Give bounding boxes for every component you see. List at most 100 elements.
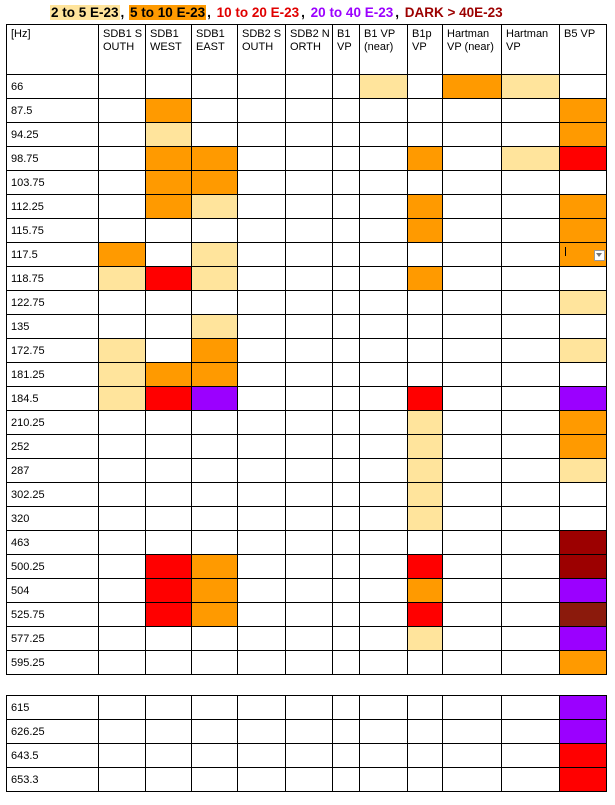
data-cell-sdb2-south[interactable] xyxy=(237,410,286,435)
chevron-down-icon[interactable] xyxy=(594,249,605,261)
data-cell-sdb1-east[interactable] xyxy=(191,530,238,555)
data-cell-sdb1-south[interactable] xyxy=(98,98,146,123)
data-cell-sdb2-north[interactable] xyxy=(285,98,333,123)
data-cell-b1p-vp[interactable] xyxy=(407,122,443,147)
data-cell-b1-vp-near[interactable] xyxy=(359,194,408,219)
data-cell-sdb2-north[interactable] xyxy=(285,434,333,459)
data-cell-sdb1-west[interactable] xyxy=(145,695,192,720)
data-cell-sdb1-south[interactable] xyxy=(98,554,146,579)
data-cell-sdb2-north[interactable] xyxy=(285,242,333,267)
data-cell-b1p-vp[interactable] xyxy=(407,242,443,267)
data-cell-b1p-vp[interactable] xyxy=(407,743,443,768)
data-cell-sdb1-east[interactable] xyxy=(191,146,238,171)
data-cell-sdb2-north[interactable] xyxy=(285,338,333,363)
data-cell-b1p-vp[interactable] xyxy=(407,458,443,483)
data-cell-sdb2-north[interactable] xyxy=(285,743,333,768)
data-cell-hartman-vp[interactable] xyxy=(501,314,560,339)
data-cell-sdb1-east[interactable] xyxy=(191,170,238,195)
data-cell-sdb1-south[interactable] xyxy=(98,122,146,147)
data-cell-b1-vp[interactable] xyxy=(332,626,360,651)
data-cell-hartman-vp-near[interactable] xyxy=(442,218,502,243)
data-cell-hartman-vp[interactable] xyxy=(501,530,560,555)
data-cell-sdb1-west[interactable] xyxy=(145,170,192,195)
data-cell-hartman-vp[interactable] xyxy=(501,626,560,651)
data-cell-hartman-vp[interactable] xyxy=(501,695,560,720)
data-cell-sdb1-south[interactable] xyxy=(98,767,146,792)
data-cell-hartman-vp-near[interactable] xyxy=(442,602,502,627)
data-cell-b1-vp-near[interactable] xyxy=(359,482,408,507)
data-cell-sdb1-west[interactable] xyxy=(145,554,192,579)
data-cell-hartman-vp[interactable] xyxy=(501,650,560,675)
data-cell-sdb1-east[interactable] xyxy=(191,266,238,291)
data-cell-sdb1-south[interactable] xyxy=(98,218,146,243)
data-cell-sdb2-south[interactable] xyxy=(237,458,286,483)
data-cell-b1p-vp[interactable] xyxy=(407,506,443,531)
data-cell-sdb2-south[interactable] xyxy=(237,146,286,171)
data-cell-sdb1-west[interactable] xyxy=(145,74,192,99)
data-cell-sdb2-north[interactable] xyxy=(285,719,333,744)
data-cell-sdb2-north[interactable] xyxy=(285,626,333,651)
data-cell-hartman-vp-near[interactable] xyxy=(442,458,502,483)
data-cell-b5-vp[interactable] xyxy=(559,266,607,291)
data-cell-hartman-vp-near[interactable] xyxy=(442,146,502,171)
data-cell-b1-vp-near[interactable] xyxy=(359,743,408,768)
data-cell-b5-vp[interactable] xyxy=(559,146,607,171)
data-cell-sdb1-east[interactable] xyxy=(191,743,238,768)
data-cell-sdb2-south[interactable] xyxy=(237,362,286,387)
data-cell-sdb1-south[interactable] xyxy=(98,242,146,267)
data-cell-hartman-vp-near[interactable] xyxy=(442,362,502,387)
data-cell-sdb1-south[interactable] xyxy=(98,338,146,363)
data-cell-sdb2-south[interactable] xyxy=(237,338,286,363)
data-cell-b1p-vp[interactable] xyxy=(407,74,443,99)
data-cell-sdb2-south[interactable] xyxy=(237,530,286,555)
data-cell-b1-vp[interactable] xyxy=(332,242,360,267)
data-cell-b1-vp-near[interactable] xyxy=(359,386,408,411)
data-cell-b1p-vp[interactable] xyxy=(407,386,443,411)
data-cell-sdb1-east[interactable] xyxy=(191,338,238,363)
data-cell-hartman-vp-near[interactable] xyxy=(442,482,502,507)
data-cell-sdb1-east[interactable] xyxy=(191,242,238,267)
data-cell-b1-vp[interactable] xyxy=(332,314,360,339)
data-cell-b5-vp[interactable] xyxy=(559,767,607,792)
data-cell-sdb1-south[interactable] xyxy=(98,146,146,171)
data-cell-sdb1-east[interactable] xyxy=(191,554,238,579)
data-cell-hartman-vp[interactable] xyxy=(501,242,560,267)
data-cell-sdb1-south[interactable] xyxy=(98,530,146,555)
data-cell-sdb2-south[interactable] xyxy=(237,74,286,99)
data-cell-b5-vp[interactable] xyxy=(559,434,607,459)
data-cell-b5-vp[interactable] xyxy=(559,242,607,267)
data-cell-hartman-vp[interactable] xyxy=(501,266,560,291)
data-cell-b1-vp[interactable] xyxy=(332,695,360,720)
data-cell-b1-vp[interactable] xyxy=(332,743,360,768)
data-cell-b1-vp-near[interactable] xyxy=(359,74,408,99)
data-cell-sdb1-east[interactable] xyxy=(191,482,238,507)
data-cell-hartman-vp[interactable] xyxy=(501,602,560,627)
data-cell-b1p-vp[interactable] xyxy=(407,290,443,315)
data-cell-b1p-vp[interactable] xyxy=(407,194,443,219)
data-cell-b1p-vp[interactable] xyxy=(407,434,443,459)
data-cell-b1-vp[interactable] xyxy=(332,410,360,435)
data-cell-sdb1-east[interactable] xyxy=(191,122,238,147)
data-cell-sdb2-south[interactable] xyxy=(237,242,286,267)
data-cell-b5-vp[interactable] xyxy=(559,458,607,483)
data-cell-sdb1-east[interactable] xyxy=(191,434,238,459)
data-cell-b5-vp[interactable] xyxy=(559,602,607,627)
data-cell-sdb2-north[interactable] xyxy=(285,218,333,243)
data-cell-sdb2-north[interactable] xyxy=(285,578,333,603)
data-cell-sdb2-north[interactable] xyxy=(285,506,333,531)
data-cell-sdb1-west[interactable] xyxy=(145,743,192,768)
data-cell-sdb1-south[interactable] xyxy=(98,434,146,459)
data-cell-sdb1-east[interactable] xyxy=(191,362,238,387)
data-cell-sdb1-south[interactable] xyxy=(98,170,146,195)
data-cell-sdb1-east[interactable] xyxy=(191,386,238,411)
data-cell-b1-vp[interactable] xyxy=(332,194,360,219)
data-cell-hartman-vp[interactable] xyxy=(501,386,560,411)
data-cell-sdb1-east[interactable] xyxy=(191,74,238,99)
data-cell-sdb1-west[interactable] xyxy=(145,650,192,675)
data-cell-b5-vp[interactable] xyxy=(559,482,607,507)
data-cell-b1-vp-near[interactable] xyxy=(359,98,408,123)
data-cell-b1p-vp[interactable] xyxy=(407,578,443,603)
data-cell-hartman-vp-near[interactable] xyxy=(442,554,502,579)
data-cell-b1-vp-near[interactable] xyxy=(359,626,408,651)
data-cell-sdb2-north[interactable] xyxy=(285,170,333,195)
